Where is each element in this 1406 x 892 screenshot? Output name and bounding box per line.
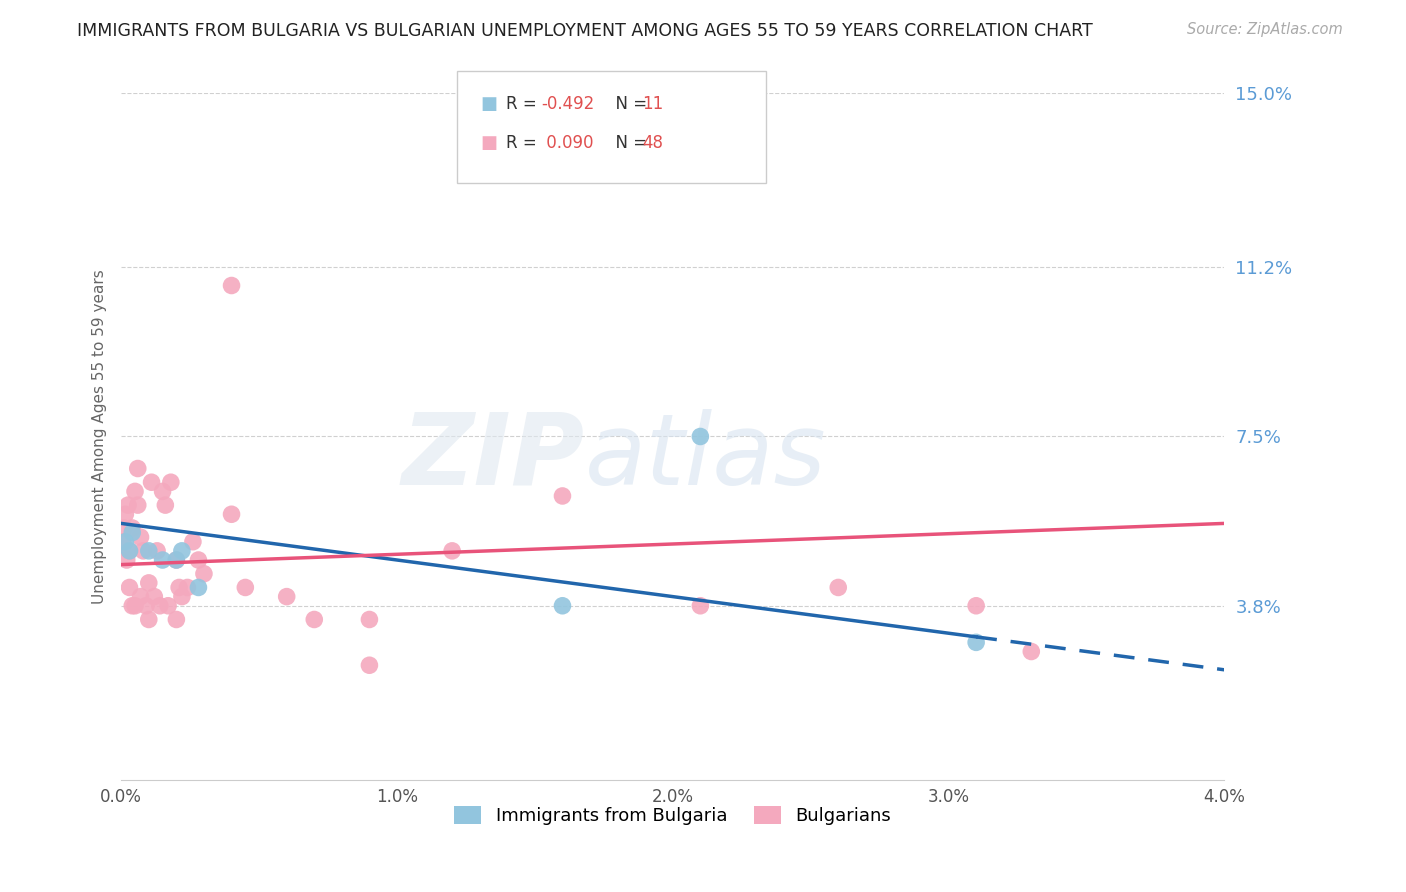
Point	[165, 553, 187, 567]
Point	[827, 581, 849, 595]
Point	[129, 530, 152, 544]
Point	[124, 484, 146, 499]
Point	[233, 581, 256, 595]
Point	[441, 544, 464, 558]
Point	[187, 553, 209, 567]
Point	[135, 599, 157, 613]
Point	[143, 590, 166, 604]
Point	[170, 544, 193, 558]
Point	[965, 599, 987, 613]
Point	[221, 278, 243, 293]
Point	[689, 429, 711, 443]
Point	[141, 475, 163, 490]
Point	[165, 553, 187, 567]
Text: ZIP: ZIP	[402, 409, 585, 506]
Point	[276, 590, 298, 604]
Text: R =: R =	[506, 134, 543, 152]
Point	[118, 581, 141, 595]
Point	[118, 544, 141, 558]
Point	[167, 581, 190, 595]
Point	[132, 544, 155, 558]
Point	[152, 484, 174, 499]
Point	[149, 599, 172, 613]
Point	[114, 508, 136, 522]
Point	[965, 635, 987, 649]
Point	[221, 508, 243, 522]
Text: 0.090: 0.090	[541, 134, 593, 152]
Point	[176, 581, 198, 595]
Point	[304, 612, 326, 626]
Point	[129, 590, 152, 604]
Point	[160, 475, 183, 490]
Point	[170, 590, 193, 604]
Point	[115, 553, 138, 567]
Point	[359, 612, 381, 626]
Text: R =: R =	[506, 95, 543, 113]
Legend: Immigrants from Bulgaria, Bulgarians: Immigrants from Bulgaria, Bulgarians	[447, 798, 898, 832]
Point	[187, 581, 209, 595]
Point	[117, 498, 139, 512]
Point	[112, 521, 135, 535]
Point	[121, 525, 143, 540]
Text: 11: 11	[643, 95, 664, 113]
Text: 48: 48	[643, 134, 664, 152]
Text: IMMIGRANTS FROM BULGARIA VS BULGARIAN UNEMPLOYMENT AMONG AGES 55 TO 59 YEARS COR: IMMIGRANTS FROM BULGARIA VS BULGARIAN UN…	[77, 22, 1092, 40]
Point	[157, 599, 180, 613]
Point	[111, 534, 134, 549]
Point	[181, 534, 204, 549]
Point	[551, 599, 574, 613]
Point	[138, 612, 160, 626]
Point	[152, 553, 174, 567]
Text: Source: ZipAtlas.com: Source: ZipAtlas.com	[1187, 22, 1343, 37]
Point	[551, 489, 574, 503]
Point	[127, 461, 149, 475]
Text: ■: ■	[481, 134, 498, 152]
Point	[127, 498, 149, 512]
Y-axis label: Unemployment Among Ages 55 to 59 years: Unemployment Among Ages 55 to 59 years	[93, 269, 107, 604]
Point	[689, 599, 711, 613]
Point	[121, 521, 143, 535]
Point	[165, 612, 187, 626]
Point	[155, 498, 177, 512]
Point	[124, 599, 146, 613]
Point	[138, 575, 160, 590]
Point	[359, 658, 381, 673]
Point	[118, 544, 141, 558]
Text: N =: N =	[605, 134, 652, 152]
Point	[114, 534, 136, 549]
Point	[193, 566, 215, 581]
Point	[121, 599, 143, 613]
Text: N =: N =	[605, 95, 652, 113]
Text: atlas: atlas	[585, 409, 827, 506]
Point	[138, 544, 160, 558]
Text: -0.492: -0.492	[541, 95, 595, 113]
Point	[146, 544, 169, 558]
Point	[1019, 644, 1042, 658]
Text: ■: ■	[481, 95, 498, 113]
